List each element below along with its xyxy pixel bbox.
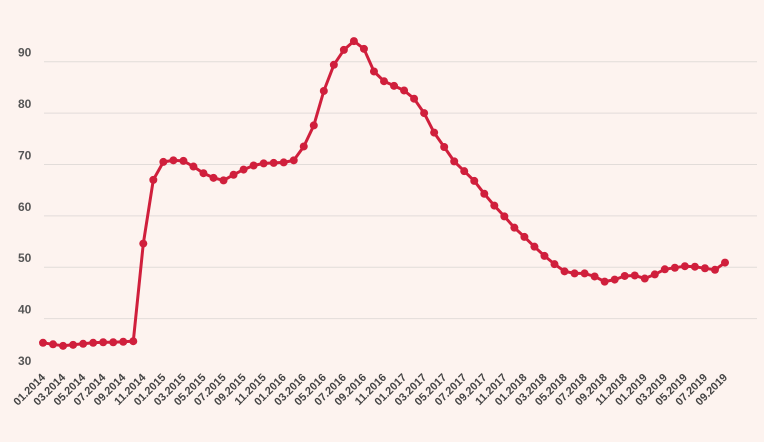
data-point-08.2019 xyxy=(710,265,719,274)
data-point-04.2014 xyxy=(69,340,78,349)
data-point-04.2016 xyxy=(309,121,318,130)
data-point-05.2014 xyxy=(79,339,88,348)
data-point-02.2018 xyxy=(530,242,539,251)
data-point-09.2014 xyxy=(119,337,128,346)
data-point-11.2017 xyxy=(500,212,509,221)
data-point-12.2016 xyxy=(390,81,399,90)
y-tick-label-40: 40 xyxy=(18,303,32,317)
data-point-02.2015 xyxy=(169,156,178,165)
data-point-03.2017 xyxy=(420,109,429,118)
data-point-01.2016 xyxy=(279,158,288,167)
data-point-10.2015 xyxy=(249,161,258,170)
y-axis-tick-labels: 30 40 50 60 70 80 90 xyxy=(18,46,32,368)
data-point-12.2018 xyxy=(630,271,639,280)
y-tick-label-70: 70 xyxy=(18,148,32,162)
data-point-03.2018 xyxy=(540,251,549,260)
data-point-10.2018 xyxy=(610,275,619,284)
data-point-09.2018 xyxy=(600,277,609,286)
data-point-08.2015 xyxy=(229,170,238,179)
data-point-07.2014 xyxy=(99,338,108,347)
data-point-01.2018 xyxy=(520,232,529,241)
data-point-03.2015 xyxy=(179,156,188,165)
data-point-01.2015 xyxy=(159,157,168,166)
data-point-03.2019 xyxy=(660,265,669,274)
series-line-0 xyxy=(41,39,727,348)
data-point-12.2017 xyxy=(510,223,519,232)
y-tick-label-80: 80 xyxy=(18,97,32,111)
data-point-09.2019 xyxy=(721,258,729,267)
y-tick-label-60: 60 xyxy=(18,200,32,214)
data-point-06.2016 xyxy=(329,60,338,69)
data-point-11.2014 xyxy=(139,239,148,248)
data-point-05.2018 xyxy=(560,267,569,276)
data-point-05.2015 xyxy=(199,169,208,178)
data-point-03.2016 xyxy=(299,142,308,151)
y-tick-label-90: 90 xyxy=(18,46,32,60)
y-tick-label-30: 30 xyxy=(18,354,32,368)
data-point-09.2016 xyxy=(359,44,368,53)
data-point-05.2016 xyxy=(319,86,328,95)
data-point-02.2017 xyxy=(410,94,419,103)
y-tick-label-50: 50 xyxy=(18,251,32,265)
data-point-06.2014 xyxy=(89,338,98,347)
data-point-04.2015 xyxy=(189,162,198,171)
data-point-08.2018 xyxy=(590,272,599,281)
data-point-06.2015 xyxy=(209,173,218,182)
data-point-01.2019 xyxy=(640,274,649,283)
data-point-12.2014 xyxy=(149,175,158,184)
data-point-09.2015 xyxy=(239,165,248,174)
data-point-06.2018 xyxy=(570,269,579,278)
data-point-12.2015 xyxy=(269,158,278,167)
data-point-08.2017 xyxy=(470,176,479,185)
data-point-05.2017 xyxy=(440,142,449,151)
data-point-08.2014 xyxy=(109,338,118,347)
data-point-07.2018 xyxy=(580,269,589,278)
x-axis-tick-labels: 01.201403.201405.201407.201409.201411.20… xyxy=(12,371,731,408)
data-point-04.2018 xyxy=(550,260,559,269)
data-point-01.2014 xyxy=(39,338,47,347)
data-point-06.2019 xyxy=(690,262,699,271)
data-point-02.2014 xyxy=(49,340,58,349)
data-point-02.2019 xyxy=(650,270,659,279)
data-point-06.2017 xyxy=(450,157,459,166)
series-line xyxy=(41,39,727,348)
data-point-11.2018 xyxy=(620,271,629,280)
data-point-03.2014 xyxy=(59,341,68,350)
data-point-05.2019 xyxy=(680,262,689,271)
data-point-09.2017 xyxy=(480,189,489,198)
data-point-10.2016 xyxy=(369,67,378,76)
data-point-10.2014 xyxy=(129,337,138,346)
data-point-04.2019 xyxy=(670,263,679,272)
data-point-08.2016 xyxy=(349,37,358,46)
data-point-07.2019 xyxy=(700,264,709,273)
data-point-04.2017 xyxy=(430,128,439,137)
data-point-07.2015 xyxy=(219,176,228,185)
data-point-02.2016 xyxy=(289,156,298,165)
data-points xyxy=(39,37,729,350)
data-point-11.2016 xyxy=(380,77,388,86)
data-point-10.2017 xyxy=(490,201,499,210)
data-point-11.2015 xyxy=(259,159,268,168)
data-point-01.2017 xyxy=(400,86,409,95)
data-point-07.2016 xyxy=(339,45,348,54)
data-point-07.2017 xyxy=(460,167,469,176)
